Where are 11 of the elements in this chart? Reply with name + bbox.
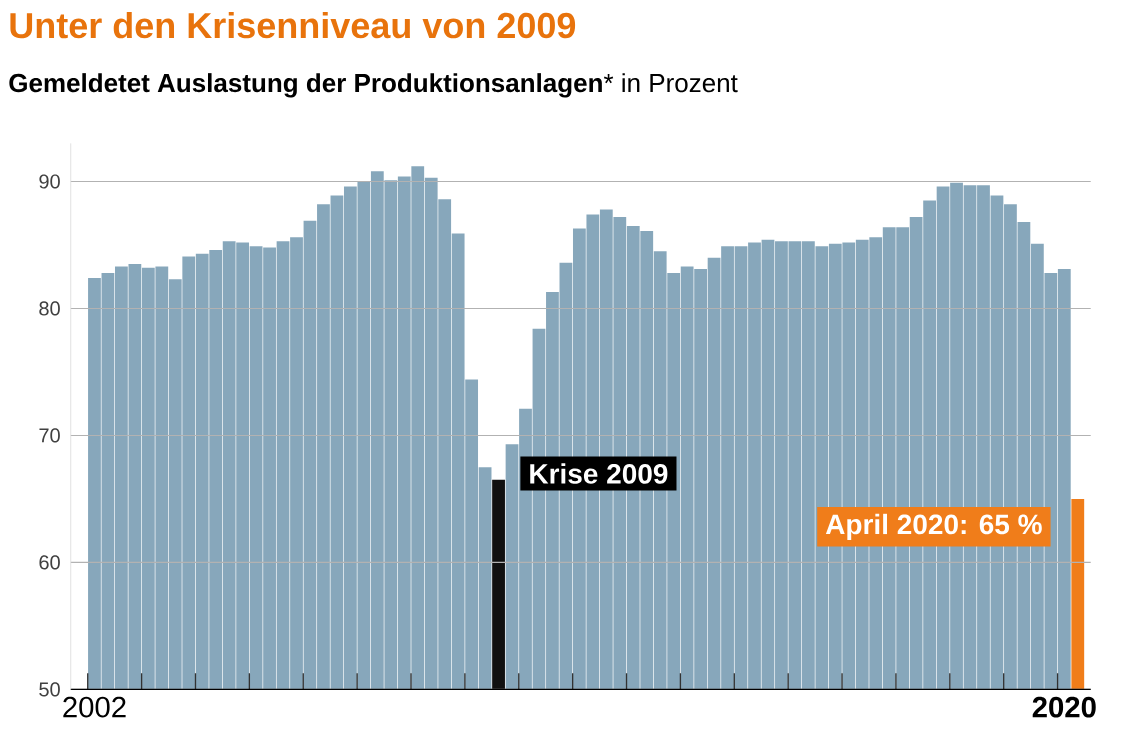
y-tick-label: 50 [39, 682, 60, 697]
y-tick-label: 80 [39, 301, 60, 316]
chart-title: Unter den Krisenniveau von 2009 [10, 11, 576, 39]
y-tick-label: 70 [39, 428, 60, 443]
x-tick-label: 2002 [63, 696, 126, 718]
x-tick-label: 2020 [1032, 696, 1096, 718]
annotation: April 2020: 65 % [825, 513, 1042, 540]
annotation: Krise 2009 [530, 463, 668, 484]
y-tick-label: 60 [39, 555, 60, 570]
chart-subtitle: Gemeldetet Auslastung der Produktionsanlagen* in Prozent [9, 73, 738, 98]
y-tick-label: 90 [39, 174, 60, 189]
